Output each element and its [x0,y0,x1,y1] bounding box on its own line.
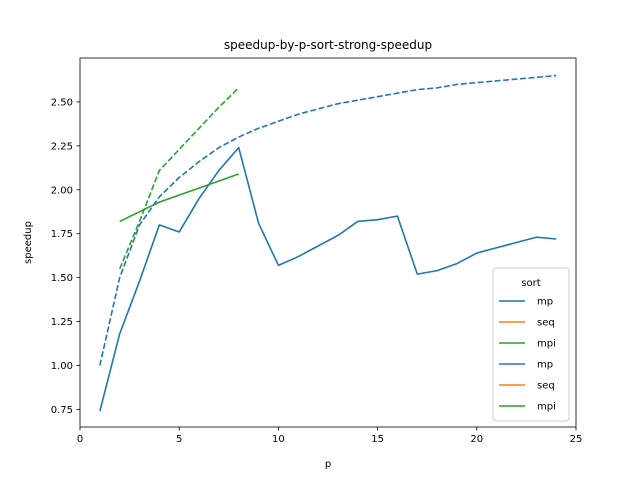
y-tick-label: 2.00 [51,185,73,196]
x-tick-label: 5 [176,434,182,445]
legend-title: sort [521,278,540,289]
legend: sort mp seq mpi mp seq mpi [492,267,570,422]
series-line-mp_model [99,74,557,366]
legend-label: mp [537,297,553,308]
plot-lines [99,74,557,412]
x-tick-label: 0 [77,434,83,445]
legend-entries: mp seq mpi mp seq mpi [499,297,556,413]
legend-box [492,267,570,422]
x-tick-label: 10 [272,434,285,445]
y-tick-label: 0.75 [51,405,73,416]
legend-label: mpi [537,402,556,413]
x-tick-label: 25 [570,434,583,445]
x-tick-label: 20 [470,434,483,445]
series-line-mp_measured [99,146,557,412]
y-tick-label: 1.75 [51,229,73,240]
series-line-mpi_measured [119,173,239,223]
y-tick-label: 1.50 [51,273,73,284]
legend-label: mp [537,360,553,371]
series-line-mpi_model [118,87,240,270]
x-axis: 0 5 10 15 20 25 [77,427,583,445]
legend-label: mpi [537,339,556,350]
y-tick-label: 2.50 [51,97,73,108]
y-tick-label: 2.25 [51,141,73,152]
chart-title: speedup-by-p-sort-strong-speedup [224,38,432,52]
legend-label: seq [537,381,555,392]
y-axis-label: speedup [23,221,34,264]
legend-label: seq [537,318,555,329]
x-tick-label: 15 [371,434,384,445]
plot-frame [79,57,577,428]
y-tick-label: 1.25 [51,317,73,328]
x-axis-label: p [325,459,331,470]
y-axis: 0.75 1.00 1.25 1.50 1.75 2.00 2.25 2.50 [51,97,80,416]
y-tick-label: 1.00 [51,361,73,372]
